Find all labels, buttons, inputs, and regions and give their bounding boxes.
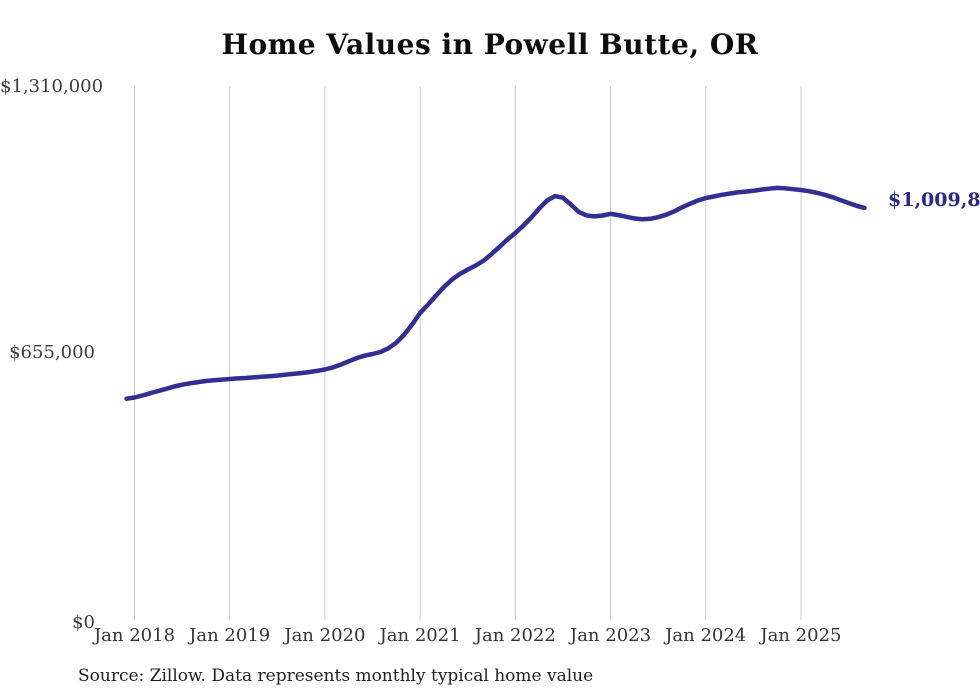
x-axis-label: Jan 2024 bbox=[665, 625, 747, 646]
source-note: Source: Zillow. Data represents monthly … bbox=[78, 666, 594, 686]
home-value-line bbox=[124, 185, 867, 401]
y-axis-label: $0 bbox=[72, 612, 95, 633]
y-axis-label: $1,310,000 bbox=[0, 76, 104, 97]
x-axis-label: Jan 2021 bbox=[379, 625, 461, 646]
x-axis-label: Jan 2019 bbox=[189, 625, 271, 646]
x-axis-label: Jan 2022 bbox=[474, 625, 556, 646]
x-axis-label: Jan 2025 bbox=[760, 625, 842, 646]
chart-title: Home Values in Powell Butte, OR bbox=[221, 28, 759, 61]
y-axis-label: $655,000 bbox=[9, 342, 95, 363]
x-axis-label: Jan 2018 bbox=[93, 625, 176, 646]
x-axis-label: Jan 2023 bbox=[569, 625, 652, 646]
latest-value-label: $1,009,825 bbox=[888, 189, 980, 211]
x-axis-label: Jan 2020 bbox=[284, 625, 366, 646]
